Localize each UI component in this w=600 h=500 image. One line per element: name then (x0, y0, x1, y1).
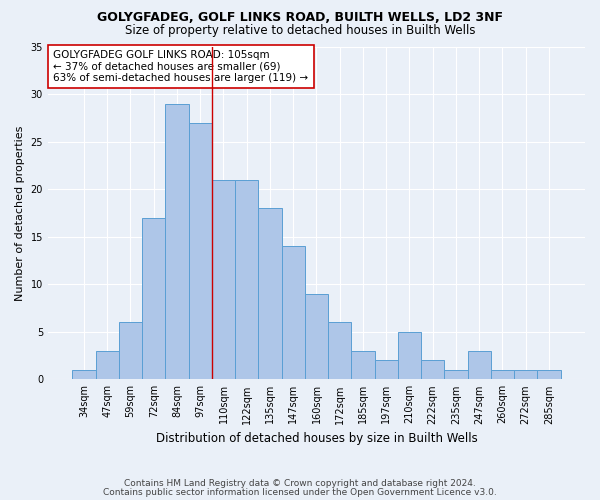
Bar (305, 294, 328, 380)
Bar (188, 122, 212, 380)
Bar (142, 218, 166, 380)
Bar (281, 246, 305, 380)
Y-axis label: Number of detached properties: Number of detached properties (15, 125, 25, 300)
Bar (398, 332, 421, 380)
Text: Contains public sector information licensed under the Open Government Licence v3: Contains public sector information licen… (103, 488, 497, 497)
Bar (374, 360, 398, 380)
Bar (328, 322, 352, 380)
Bar (538, 370, 560, 380)
Text: GOLYGFADEG, GOLF LINKS ROAD, BUILTH WELLS, LD2 3NF: GOLYGFADEG, GOLF LINKS ROAD, BUILTH WELL… (97, 11, 503, 24)
Bar (235, 180, 259, 380)
Bar (352, 351, 374, 380)
Bar (445, 370, 467, 380)
Bar (514, 370, 538, 380)
Text: Contains HM Land Registry data © Crown copyright and database right 2024.: Contains HM Land Registry data © Crown c… (124, 478, 476, 488)
Bar (421, 360, 445, 380)
Bar (467, 351, 491, 380)
Bar (166, 104, 188, 380)
Bar (259, 208, 281, 380)
Bar (119, 322, 142, 380)
X-axis label: Distribution of detached houses by size in Builth Wells: Distribution of detached houses by size … (155, 432, 478, 445)
Text: GOLYGFADEG GOLF LINKS ROAD: 105sqm
← 37% of detached houses are smaller (69)
63%: GOLYGFADEG GOLF LINKS ROAD: 105sqm ← 37%… (53, 50, 308, 83)
Bar (491, 370, 514, 380)
Bar (212, 180, 235, 380)
Text: Size of property relative to detached houses in Builth Wells: Size of property relative to detached ho… (125, 24, 475, 37)
Bar (95, 351, 119, 380)
Bar (73, 370, 95, 380)
